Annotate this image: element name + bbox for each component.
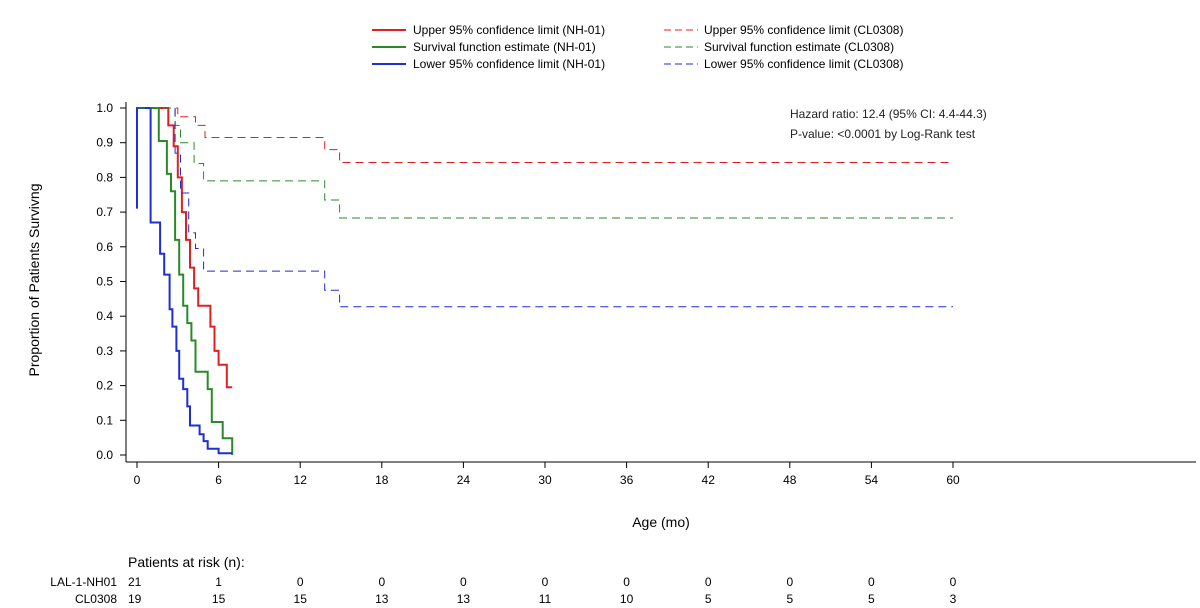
x-tick-label: 18	[375, 473, 389, 487]
legend-entry-estimate-nh01: Survival function estimate (NH-01)	[372, 40, 596, 54]
lower-cl0308-line	[174, 108, 953, 308]
x-tick-label: 0	[134, 473, 141, 487]
risk-count: 0	[950, 575, 957, 589]
y-tick-label: 0.5	[96, 275, 113, 289]
legend-entry-estimate-cl0308: Survival function estimate (CL0308)	[664, 40, 894, 54]
legend-entry-lower-nh01: Lower 95% confidence limit (NH-01)	[372, 57, 605, 71]
legend-label: Upper 95% confidence limit (CL0308)	[704, 23, 903, 37]
legend-label: Lower 95% confidence limit (CL0308)	[704, 57, 903, 71]
risk-count: 0	[542, 575, 549, 589]
lower-nh01-line	[136, 107, 233, 455]
risk-row-label: CL0308	[75, 592, 117, 606]
x-tick-label: 60	[946, 473, 960, 487]
risk-count: 0	[297, 575, 304, 589]
risk-count: 11	[539, 592, 552, 606]
legend-label: Lower 95% confidence limit (NH-01)	[413, 57, 605, 71]
x-tick-label: 48	[783, 473, 797, 487]
y-axis-label: Proportion of Patients Survivng	[26, 184, 42, 377]
y-tick-label: 0.6	[96, 240, 113, 254]
risk-table-title: Patients at risk (n):	[128, 554, 245, 570]
x-tick-label: 42	[702, 473, 716, 487]
survival-curves	[136, 107, 953, 455]
risk-count: 0	[868, 575, 875, 589]
risk-count: 21	[128, 575, 142, 589]
legend-entry-lower-cl0308: Lower 95% confidence limit (CL0308)	[664, 57, 903, 71]
risk-count: 3	[950, 592, 957, 606]
estimate-cl0308-line	[137, 107, 953, 219]
estimate-nh01-line	[137, 107, 234, 455]
y-tick-label: 0.8	[96, 170, 113, 184]
y-tick-label: 0.9	[96, 136, 113, 150]
legend: Upper 95% confidence limit (NH-01) Survi…	[372, 23, 903, 71]
y-tick-label: 0.7	[96, 205, 113, 219]
y-axis: 0.0 0.1 0.2 0.3 0.4 0.5 0.6 0.7 0.8 0.9 1.0	[96, 101, 127, 462]
risk-count: 5	[786, 592, 793, 606]
legend-label: Survival function estimate (NH-01)	[413, 40, 596, 54]
legend-label: Survival function estimate (CL0308)	[704, 40, 894, 54]
risk-count: 0	[460, 575, 467, 589]
risk-count: 5	[705, 592, 712, 606]
legend-entry-upper-nh01: Upper 95% confidence limit (NH-01)	[372, 23, 605, 37]
upper-nh01-line	[137, 107, 233, 389]
x-tick-label: 24	[457, 473, 471, 487]
risk-count: 0	[786, 575, 793, 589]
risk-count: 0	[378, 575, 385, 589]
risk-table: Patients at risk (n): LAL-1-NH01 21 1 0 0 0 0 0…	[50, 554, 956, 606]
risk-count: 1	[215, 575, 222, 589]
y-tick-label: 0.2	[96, 379, 113, 393]
legend-entry-upper-cl0308: Upper 95% confidence limit (CL0308)	[664, 23, 903, 37]
y-tick-label: 0.1	[96, 413, 113, 427]
risk-row-label: LAL-1-NH01	[50, 575, 117, 589]
p-value-annotation: P-value: <0.0001 by Log-Rank test	[790, 127, 976, 141]
upper-cl0308-line	[137, 107, 953, 163]
x-tick-label: 6	[215, 473, 222, 487]
risk-count: 15	[212, 592, 226, 606]
x-tick-label: 36	[620, 473, 634, 487]
risk-count: 13	[375, 592, 389, 606]
y-tick-label: 0.3	[96, 344, 113, 358]
risk-count: 0	[705, 575, 712, 589]
x-tick-group: 0 6 12 18 24 30 36 42 48 54 60	[134, 462, 960, 487]
risk-count: 13	[457, 592, 471, 606]
risk-count: 10	[620, 592, 634, 606]
x-axis-label: Age (mo)	[632, 514, 690, 530]
hazard-ratio-annotation: Hazard ratio: 12.4 (95% CI: 4.4-44.3)	[790, 107, 987, 121]
risk-count: 15	[294, 592, 308, 606]
y-tick-label: 0.4	[96, 309, 113, 323]
legend-label: Upper 95% confidence limit (NH-01)	[413, 23, 605, 37]
y-tick-label: 1.0	[96, 101, 113, 115]
risk-count: 19	[128, 592, 142, 606]
risk-count: 0	[623, 575, 630, 589]
y-tick-label: 0.0	[96, 448, 113, 462]
x-axis: 0 6 12 18 24 30 36 42 48 54 60	[126, 461, 1196, 487]
x-tick-label: 12	[294, 473, 308, 487]
risk-count: 5	[868, 592, 875, 606]
y-tick-group: 0.0 0.1 0.2 0.3 0.4 0.5 0.6 0.7 0.8 0.9 1.0	[96, 101, 126, 462]
x-tick-label: 30	[538, 473, 552, 487]
x-tick-label: 54	[865, 473, 879, 487]
